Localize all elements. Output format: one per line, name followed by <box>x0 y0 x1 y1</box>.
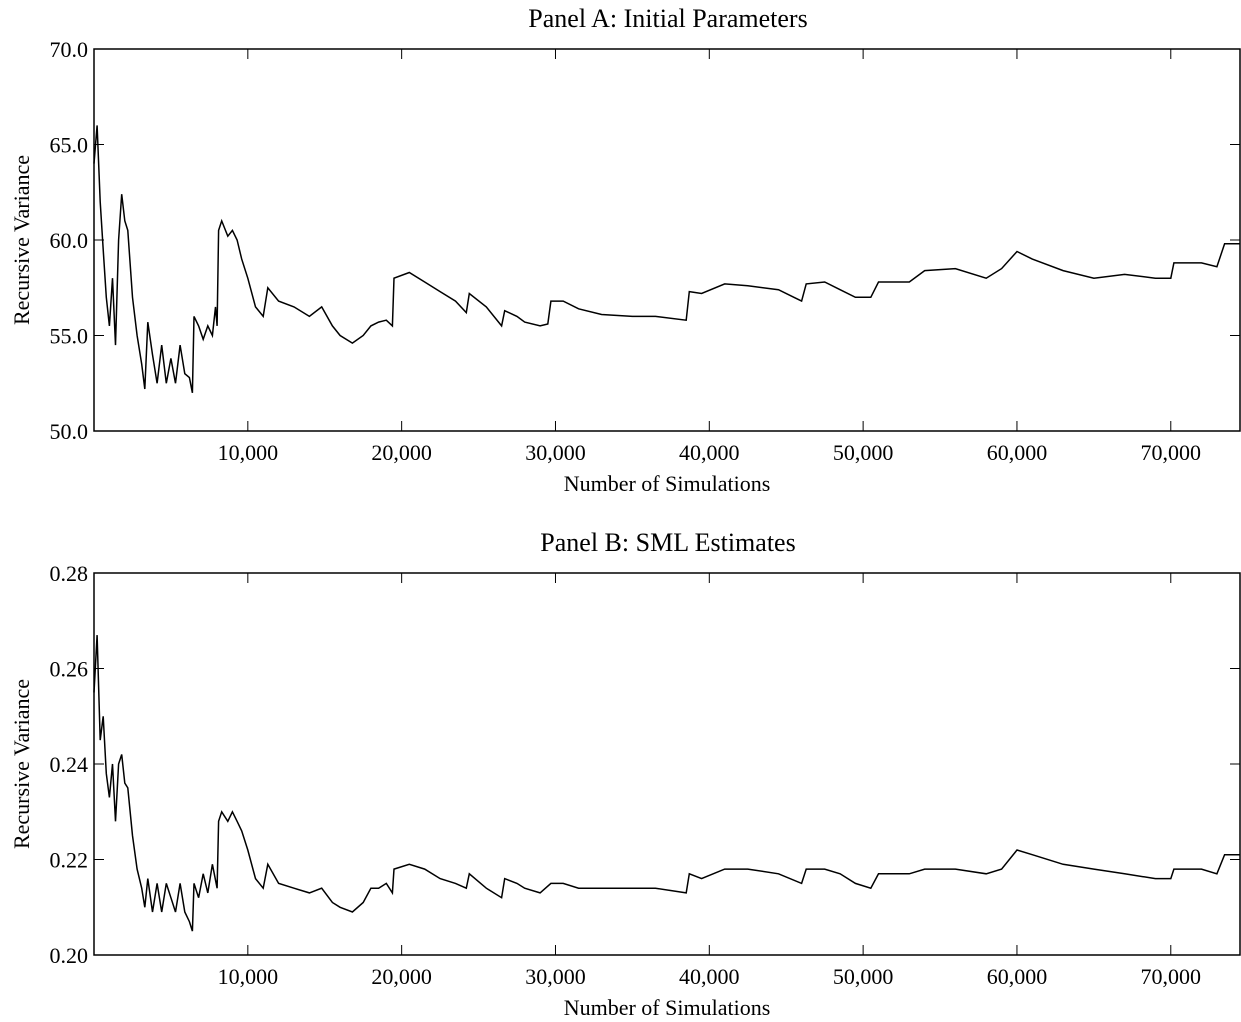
x-tick-label: 20,000 <box>371 964 432 989</box>
x-axis-label: Number of Simulations <box>564 471 771 496</box>
chart-title: Panel B: SML Estimates <box>540 528 795 557</box>
y-tick-label: 70.0 <box>50 37 89 62</box>
data-line <box>93 125 1240 393</box>
chart-title: Panel A: Initial Parameters <box>528 4 807 33</box>
y-axis-label: Recursive Variance <box>9 679 34 849</box>
x-tick-label: 30,000 <box>525 440 586 465</box>
x-tick-label: 20,000 <box>371 440 432 465</box>
x-tick-label: 30,000 <box>525 964 586 989</box>
y-tick-label: 65.0 <box>50 133 89 158</box>
y-axis-label: Recursive Variance <box>9 155 34 325</box>
x-tick-label: 70,000 <box>1141 964 1202 989</box>
plot-frame <box>93 572 1241 956</box>
x-tick-label: 70,000 <box>1141 440 1202 465</box>
x-tick-label: 50,000 <box>833 964 894 989</box>
y-tick-label: 50.0 <box>50 419 89 444</box>
plot-frame <box>93 48 1241 432</box>
x-tick-label: 40,000 <box>679 964 740 989</box>
y-tick-label: 0.20 <box>50 943 89 968</box>
y-tick-label: 0.22 <box>50 848 89 873</box>
data-line <box>93 635 1240 932</box>
x-tick-label: 60,000 <box>987 440 1048 465</box>
y-tick-label: 0.24 <box>50 752 89 777</box>
x-tick-label: 10,000 <box>218 440 279 465</box>
x-tick-label: 60,000 <box>987 964 1048 989</box>
x-tick-label: 10,000 <box>218 964 279 989</box>
y-tick-label: 0.28 <box>50 561 89 586</box>
y-tick-label: 60.0 <box>50 228 89 253</box>
y-tick-label: 0.26 <box>50 657 89 682</box>
x-tick-label: 40,000 <box>679 440 740 465</box>
x-tick-label: 50,000 <box>833 440 894 465</box>
y-tick-label: 55.0 <box>50 324 89 349</box>
x-axis-label: Number of Simulations <box>564 995 771 1020</box>
